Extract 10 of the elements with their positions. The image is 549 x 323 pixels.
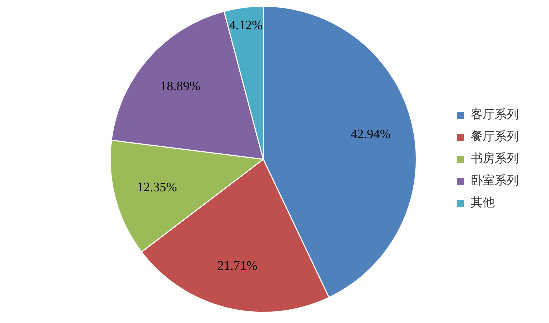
data-label: 18.89% xyxy=(160,78,201,94)
data-label: 21.71% xyxy=(217,258,258,273)
data-label: 4.12% xyxy=(229,17,264,32)
legend-label: 客厅系列 xyxy=(471,108,519,122)
data-label: 42.94% xyxy=(350,126,392,142)
legend-label: 餐厅系列 xyxy=(471,130,519,144)
data-label: 12.35% xyxy=(137,180,178,195)
legend-label: 书房系列 xyxy=(471,152,519,166)
legend-label: 其他 xyxy=(471,196,495,210)
legend-label: 卧室系列 xyxy=(471,174,519,188)
